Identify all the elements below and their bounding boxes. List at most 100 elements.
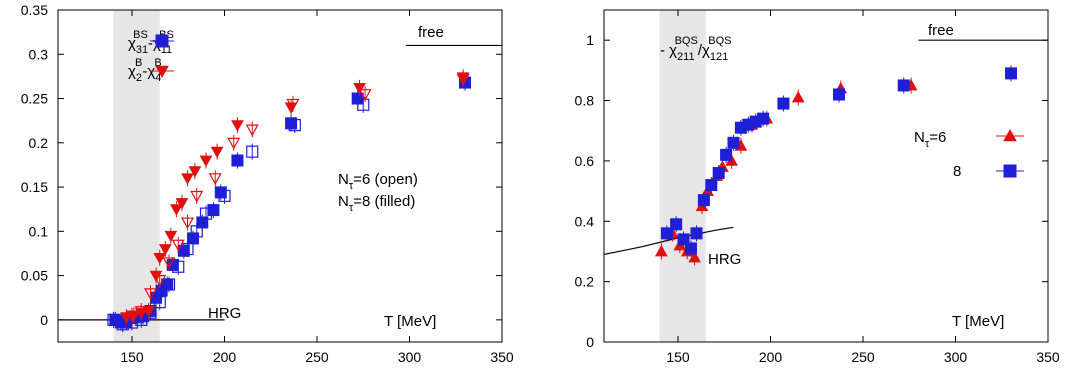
left-chart: 150 200 250 300 350 0 0.05 0.1 0.15 0.2 0.25 0.3 0.3…: [21, 2, 514, 365]
data-point: [188, 166, 202, 178]
right-free-label: free: [928, 22, 954, 39]
y-tick-label: 0.2: [29, 135, 49, 151]
x-tick-label: 200: [759, 349, 783, 365]
data-point: [162, 257, 176, 270]
data-point: [175, 198, 189, 210]
data-point: [757, 112, 770, 125]
data-point: [684, 242, 697, 255]
data-point: [670, 218, 683, 231]
data-point: [180, 217, 195, 230]
data-point: [214, 186, 227, 199]
data-point: [208, 173, 222, 185]
y-tick-label: 0.2: [575, 274, 595, 290]
x-tick-label: 250: [305, 349, 329, 365]
left-transition-band: [113, 10, 160, 342]
data-point: [172, 260, 185, 273]
data-point: [181, 242, 194, 256]
y-tick-label: 0: [586, 334, 594, 350]
data-point: [690, 227, 703, 240]
y-tick-label: 0.05: [21, 268, 48, 284]
x-tick-label: 350: [490, 349, 514, 365]
data-point: [660, 227, 673, 240]
x-tick-label: 300: [944, 349, 968, 365]
data-point: [227, 137, 241, 150]
data-point: [153, 296, 166, 309]
left-data-points: [107, 69, 471, 333]
data-point: [218, 189, 231, 203]
legend-marker: [1003, 164, 1017, 178]
data-point: [357, 98, 370, 111]
data-point: [199, 207, 213, 220]
data-point: [190, 190, 204, 203]
data-point: [358, 89, 372, 101]
right-legend-ntau8: 8: [953, 163, 961, 180]
data-point: [705, 179, 718, 192]
data-point: [158, 244, 172, 256]
data-point: [190, 225, 203, 238]
y-tick-label: 1: [586, 32, 594, 48]
data-point: [284, 102, 298, 114]
data-point: [832, 88, 845, 101]
x-tick-label: 200: [213, 349, 237, 365]
left-plot-frame: [57, 9, 503, 343]
data-point: [231, 120, 244, 132]
data-point: [134, 306, 148, 318]
left-ticks: 150 200 250 300 350 0 0.05 0.1 0.15 0.2 0.25 0.3 0.3…: [21, 2, 514, 365]
right-data-points: [655, 65, 1017, 266]
legend-marker: [1003, 128, 1017, 142]
y-tick-label: 0: [40, 312, 48, 328]
data-point: [245, 124, 259, 137]
y-tick-label: 0.35: [21, 2, 48, 18]
right-plot-frame: [603, 9, 1049, 343]
legend-marker: [155, 34, 169, 48]
right-chart: 150 200 250 300 350 0 0.2 0.4 0.6 0.8 1 - χ211BQS/…: [575, 9, 1060, 365]
data-point: [285, 117, 298, 130]
right-legend-markers: [996, 128, 1024, 178]
data-point: [720, 148, 733, 161]
legend-marker: [155, 65, 169, 79]
x-tick-label: 300: [398, 349, 422, 365]
data-point: [171, 239, 185, 252]
data-point: [246, 145, 259, 158]
data-point: [207, 204, 220, 217]
data-point: [143, 288, 158, 301]
left-hrg-label: HRG: [208, 305, 241, 322]
x-tick-label: 150: [666, 349, 690, 365]
data-point: [170, 204, 183, 216]
data-point: [677, 233, 690, 246]
data-point: [153, 252, 167, 265]
left-ntau-open-label: Nτ=6 (open): [338, 171, 418, 192]
left-ntau-filled-label: Nτ=8 (filled): [338, 193, 415, 214]
right-transition-band: [659, 10, 706, 342]
data-point: [456, 74, 470, 86]
data-point: [288, 118, 301, 132]
data-point: [199, 155, 213, 168]
x-tick-label: 350: [1036, 349, 1060, 365]
x-tick-label: 150: [120, 349, 144, 365]
data-point: [210, 146, 224, 159]
right-hrg-label: HRG: [708, 251, 741, 268]
y-tick-label: 0.1: [29, 223, 49, 239]
y-tick-label: 0.3: [29, 46, 49, 62]
data-point: [727, 136, 740, 149]
data-point: [286, 98, 300, 111]
x-tick-label: 250: [851, 349, 875, 365]
right-x-axis-label: T [MeV]: [952, 313, 1004, 330]
data-point: [1005, 67, 1017, 80]
left-legend-markers: [150, 34, 174, 79]
data-point: [164, 230, 178, 243]
y-tick-label: 0.8: [575, 93, 595, 109]
data-point: [688, 250, 701, 263]
y-tick-label: 0.4: [575, 213, 595, 229]
data-point: [231, 154, 244, 167]
y-tick-label: 0.25: [21, 91, 48, 107]
data-point: [655, 244, 668, 257]
y-tick-label: 0.6: [575, 153, 595, 169]
right-title: - χ211BQS/χ121BQS: [660, 35, 731, 63]
right-ticks: 150 200 250 300 350 0 0.2 0.4 0.6 0.8 1: [575, 10, 1060, 365]
data-point: [125, 310, 139, 323]
data-point: [162, 278, 176, 291]
data-point: [353, 83, 366, 95]
data-point: [153, 275, 167, 287]
